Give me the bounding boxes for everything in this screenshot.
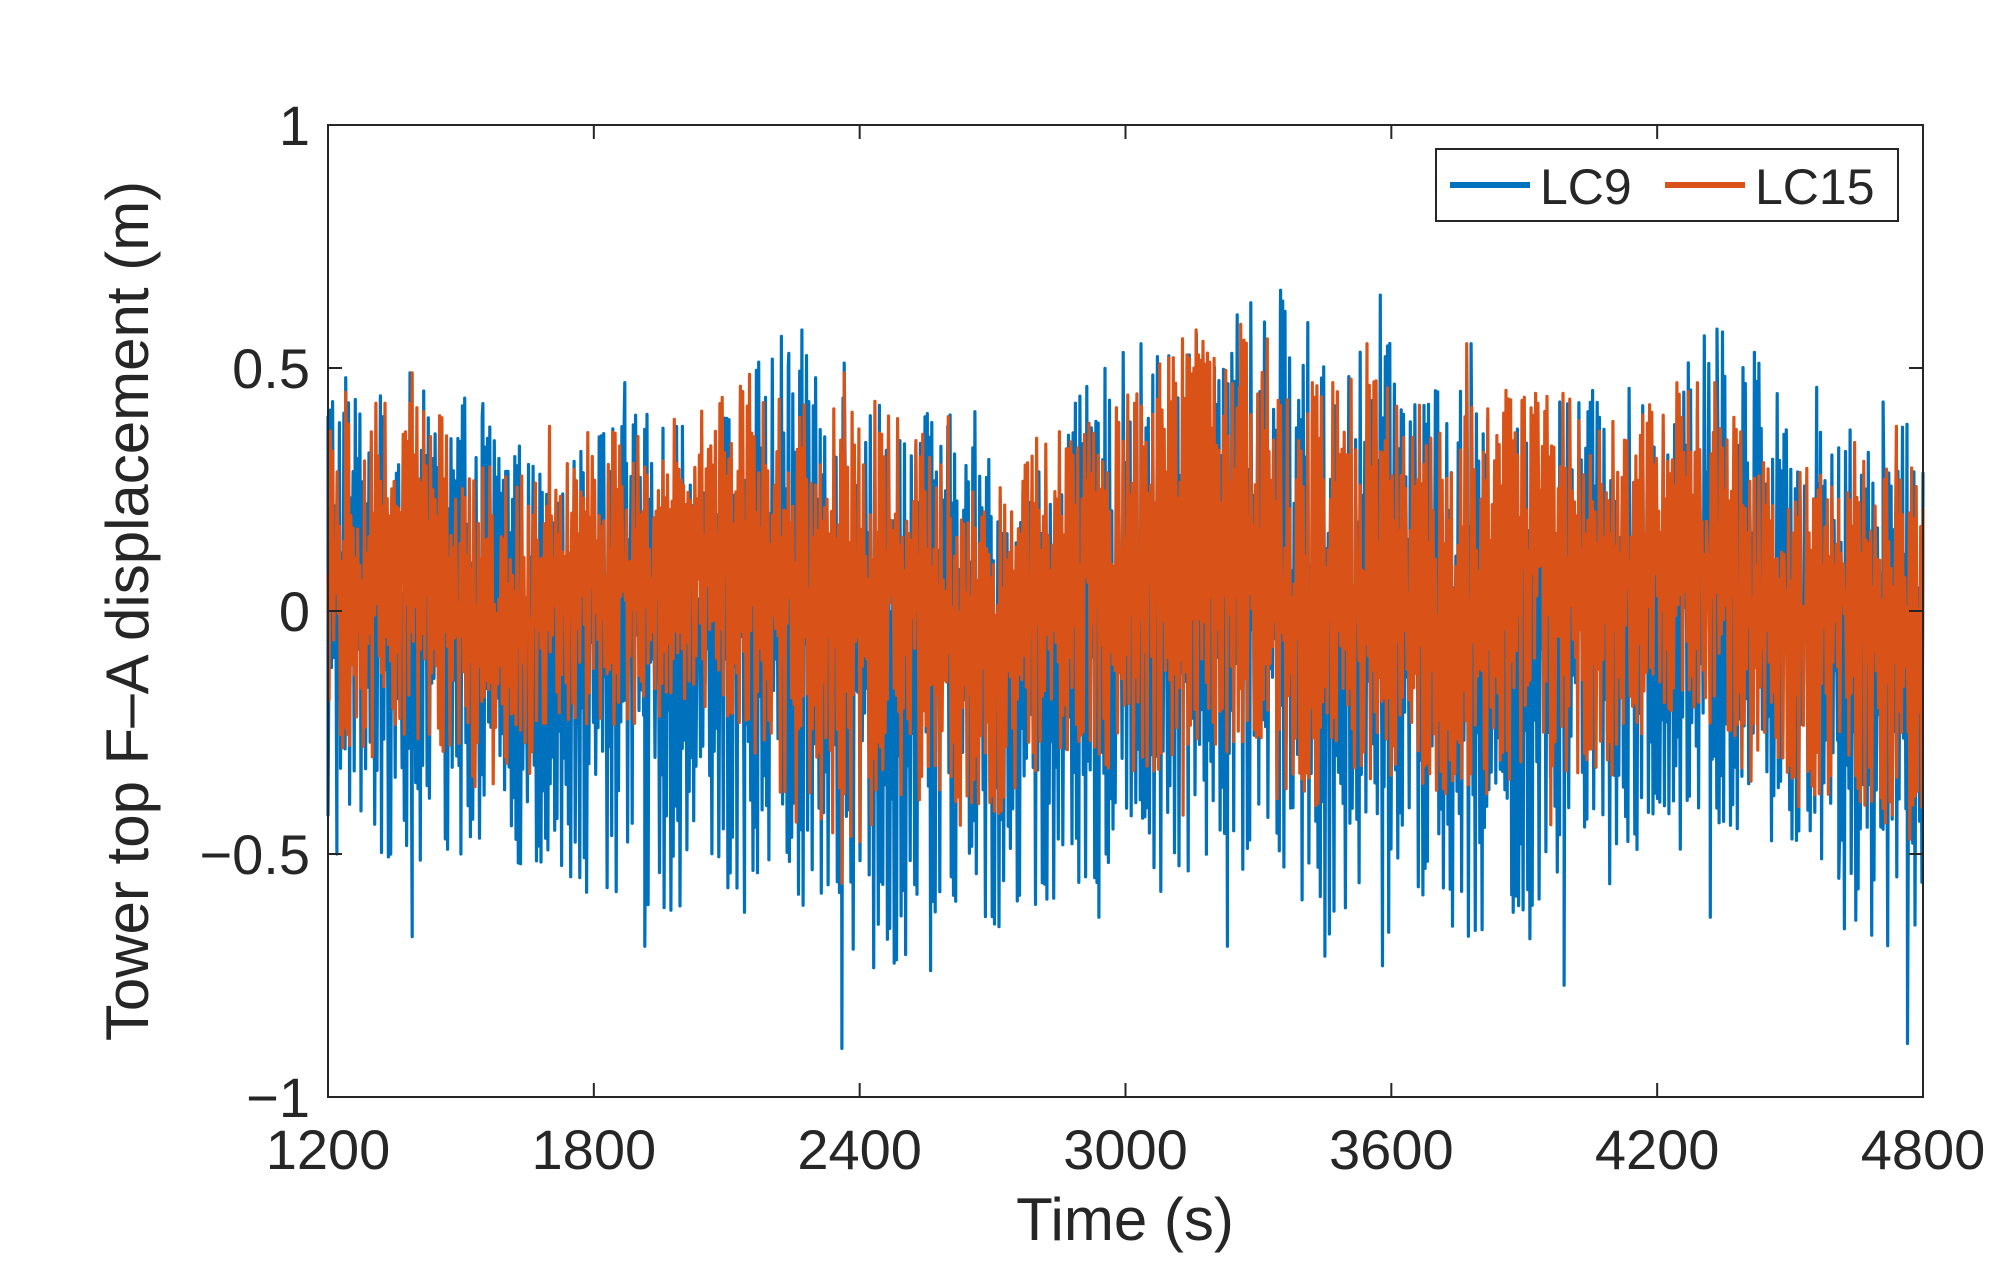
y-tick-label: 0 <box>279 580 310 643</box>
y-axis-title: Tower top F–A displacement (m) <box>94 181 161 1041</box>
x-tick-label: 3600 <box>1329 1118 1454 1181</box>
x-tick-label: 3000 <box>1063 1118 1188 1181</box>
legend: LC9 LC15 <box>1435 148 1899 222</box>
y-tick-label: −1 <box>246 1066 310 1129</box>
x-axis-title: Time (s) <box>1016 1186 1234 1253</box>
y-tick-label: −0.5 <box>199 823 310 886</box>
y-tick-label: 0.5 <box>232 337 310 400</box>
x-tick-label: 1800 <box>532 1118 657 1181</box>
ticks-layer: 1200 1800 2400 3000 3600 4200 4800 −1 −0.5 0 0.5 1 <box>199 94 1985 1181</box>
x-tick-label: 2400 <box>797 1118 922 1181</box>
x-tick-label: 4200 <box>1595 1118 1720 1181</box>
series-layer <box>326 288 1925 1050</box>
x-tick-label: 4800 <box>1861 1118 1986 1181</box>
x-tick-label: 1200 <box>266 1118 391 1181</box>
legend-label-lc9: LC9 <box>1540 159 1632 215</box>
series-line-lc15 <box>326 322 1925 885</box>
y-tick-label: 1 <box>279 94 310 157</box>
legend-label-lc15: LC15 <box>1755 159 1875 215</box>
